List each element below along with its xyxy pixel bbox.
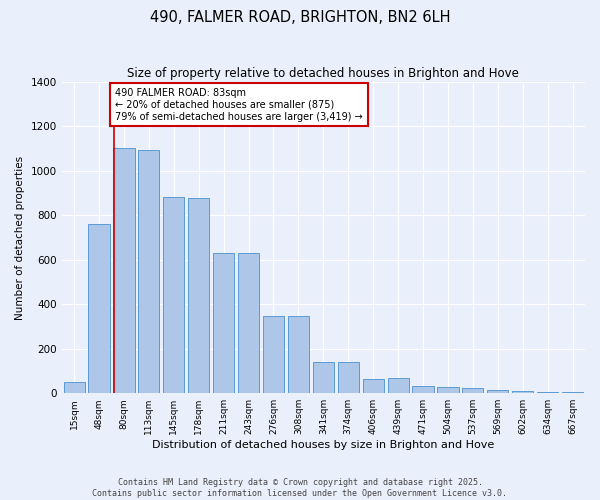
Bar xyxy=(537,392,558,393)
Bar xyxy=(412,386,434,393)
Bar xyxy=(512,391,533,393)
Bar xyxy=(338,362,359,393)
X-axis label: Distribution of detached houses by size in Brighton and Hove: Distribution of detached houses by size … xyxy=(152,440,494,450)
Bar xyxy=(437,386,458,393)
Bar xyxy=(388,378,409,393)
Y-axis label: Number of detached properties: Number of detached properties xyxy=(15,156,25,320)
Bar xyxy=(138,150,160,393)
Bar xyxy=(188,198,209,393)
Bar xyxy=(562,392,583,393)
Bar xyxy=(88,224,110,393)
Bar xyxy=(113,148,134,393)
Bar xyxy=(462,388,484,393)
Text: 490, FALMER ROAD, BRIGHTON, BN2 6LH: 490, FALMER ROAD, BRIGHTON, BN2 6LH xyxy=(150,10,450,25)
Bar xyxy=(263,316,284,393)
Bar xyxy=(313,362,334,393)
Bar xyxy=(163,198,184,393)
Bar xyxy=(487,390,508,393)
Bar xyxy=(362,378,384,393)
Bar xyxy=(213,253,234,393)
Title: Size of property relative to detached houses in Brighton and Hove: Size of property relative to detached ho… xyxy=(127,68,519,80)
Text: Contains HM Land Registry data © Crown copyright and database right 2025.
Contai: Contains HM Land Registry data © Crown c… xyxy=(92,478,508,498)
Bar xyxy=(288,316,309,393)
Text: 490 FALMER ROAD: 83sqm
← 20% of detached houses are smaller (875)
79% of semi-de: 490 FALMER ROAD: 83sqm ← 20% of detached… xyxy=(115,88,363,122)
Bar xyxy=(238,253,259,393)
Bar xyxy=(64,382,85,393)
